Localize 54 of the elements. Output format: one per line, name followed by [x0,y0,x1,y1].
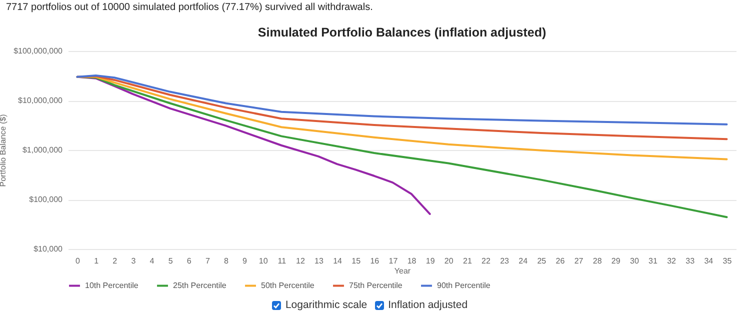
x-tick-label: 18 [407,256,417,266]
legend-label: 75th Percentile [349,280,403,290]
x-tick-label: 8 [224,256,229,266]
y-tick-label: $100,000 [29,195,64,204]
x-tick-label: 28 [592,256,602,266]
text: 7717 portfolios out of 10000 simulated portfolios (77.17%) survived all withdrawals. [6,2,373,13]
legend-label: 50th Percentile [261,280,315,290]
legend-label: 25th Percentile [173,280,227,290]
x-tick-label: 24 [518,256,528,266]
x-tick-label: 19 [426,256,436,266]
x-tick-label: 32 [667,256,677,266]
chart-title: Simulated Portfolio Balances (inflation adjusted) [258,26,546,40]
y-axis-title: Portfolio Balance ($) [0,114,8,187]
x-tick-label: 14 [333,256,343,266]
x-tick-label: 29 [611,256,621,266]
x-tick-label: 5 [168,256,174,266]
y-tick-label: $10,000 [34,244,64,254]
text: Logarithmic scale [285,299,368,311]
x-tick-label: 27 [574,256,584,266]
x-tick-label: 3 [131,256,136,266]
x-tick-label: 17 [388,256,398,266]
x-tick-label: 6 [186,256,192,266]
x-tick-label: 0 [76,256,81,266]
y-tick-label: $100,000,000 [14,46,64,56]
x-tick-label: 25 [537,256,547,266]
x-tick-label: 11 [278,256,287,266]
text: Inflation adjusted [388,299,468,311]
x-tick-label: 30 [630,256,640,266]
line-series [76,74,728,126]
x-tick-label: 13 [314,256,324,266]
x-tick-label: 26 [556,256,566,266]
x-tick-label: 23 [500,256,510,266]
y-tick-label: $1,000,000 [22,146,64,154]
legend-label: 10th Percentile [85,280,139,290]
line-series [76,75,728,140]
x-tick-label: 34 [704,256,714,266]
x-tick-label: 9 [242,256,248,266]
x-tick-label: 12 [296,256,306,266]
x-tick-label: 4 [150,256,155,266]
x-tick-label: 20 [444,256,454,266]
x-tick-label: 33 [686,256,696,266]
x-tick-label: 15 [352,256,362,266]
x-tick-label: 10 [258,256,268,266]
x-axis-title: Year [394,266,411,276]
x-tick-label: 7 [205,256,210,266]
y-tick-label: $10,000,000 [18,96,64,105]
x-tick-label: 16 [370,256,380,266]
x-tick-label: 21 [462,256,472,266]
x-tick-label: 22 [482,256,491,266]
x-tick-label: 2 [112,256,118,266]
x-tick-label: 1 [94,256,100,266]
legend-label: 90th Percentile [437,280,491,290]
x-tick-label: 35 [722,256,732,266]
x-tick-label: 31 [648,256,658,266]
